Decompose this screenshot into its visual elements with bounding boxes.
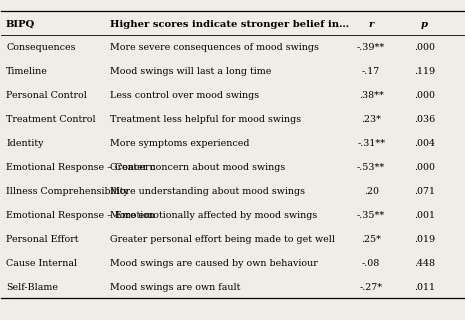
Text: .38**: .38** [359,91,384,100]
Text: .036: .036 [414,115,435,124]
Text: .000: .000 [414,163,435,172]
Text: Higher scores indicate stronger belief in…: Higher scores indicate stronger belief i… [110,20,349,28]
Text: .000: .000 [414,91,435,100]
Text: p: p [421,20,428,28]
Text: .119: .119 [414,68,435,76]
Text: Greater concern about mood swings: Greater concern about mood swings [110,163,285,172]
Text: Timeline: Timeline [6,68,48,76]
Text: Treatment Control: Treatment Control [6,115,96,124]
Text: -.31**: -.31** [357,139,385,148]
Text: .004: .004 [414,139,435,148]
Text: -.27*: -.27* [359,283,383,292]
Text: .448: .448 [414,259,435,268]
Text: Emotional Response – Concern: Emotional Response – Concern [6,163,156,172]
Text: BIPQ: BIPQ [6,20,35,28]
Text: -.35**: -.35** [357,211,385,220]
Text: Emotional Response – Emotion: Emotional Response – Emotion [6,211,155,220]
Text: Mood swings are caused by own behaviour: Mood swings are caused by own behaviour [110,259,318,268]
Text: Cause Internal: Cause Internal [6,259,77,268]
Text: Less control over mood swings: Less control over mood swings [110,91,259,100]
Text: -.08: -.08 [362,259,380,268]
Text: Illness Comprehensibility: Illness Comprehensibility [6,187,129,196]
Text: .019: .019 [414,235,435,244]
Text: More emotionally affected by mood swings: More emotionally affected by mood swings [110,211,317,220]
Text: Personal Control: Personal Control [6,91,87,100]
Text: .20: .20 [364,187,379,196]
Text: r: r [369,20,374,28]
Text: Greater personal effort being made to get well: Greater personal effort being made to ge… [110,235,335,244]
Text: Treatment less helpful for mood swings: Treatment less helpful for mood swings [110,115,301,124]
Text: .23*: .23* [361,115,381,124]
Text: More severe consequences of mood swings: More severe consequences of mood swings [110,44,319,52]
Text: Mood swings are own fault: Mood swings are own fault [110,283,240,292]
Text: More understanding about mood swings: More understanding about mood swings [110,187,305,196]
Text: .011: .011 [414,283,435,292]
Text: Consequences: Consequences [6,44,75,52]
Text: Personal Effort: Personal Effort [6,235,79,244]
Text: .000: .000 [414,44,435,52]
Text: -.39**: -.39** [357,44,385,52]
Text: Mood swings will last a long time: Mood swings will last a long time [110,68,272,76]
Text: -.17: -.17 [362,68,380,76]
Text: .001: .001 [414,211,435,220]
Text: -.53**: -.53** [357,163,385,172]
Text: Identity: Identity [6,139,44,148]
Text: More symptoms experienced: More symptoms experienced [110,139,250,148]
Text: Self-Blame: Self-Blame [6,283,58,292]
Text: .25*: .25* [361,235,381,244]
Text: .071: .071 [414,187,435,196]
